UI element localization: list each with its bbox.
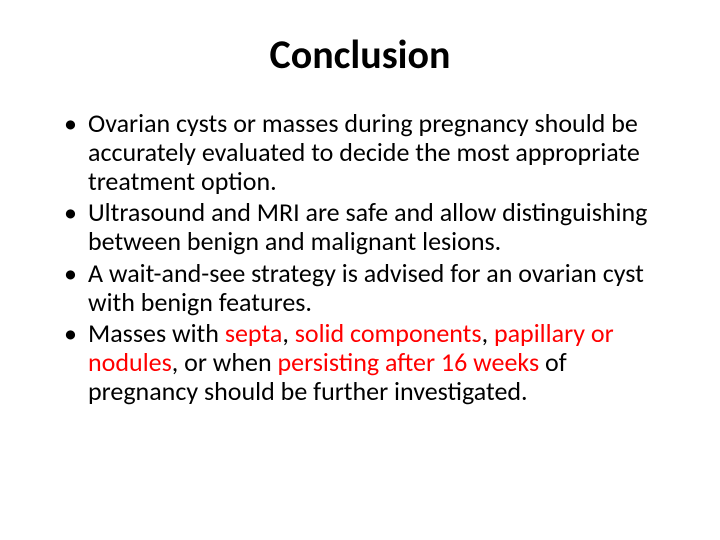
- bullet-text: A wait-and-see strategy is advised for a…: [88, 257, 644, 318]
- slide: Conclusion Ovarian cysts or masses durin…: [0, 0, 720, 540]
- bullet-item: A wait-and-see strategy is advised for a…: [60, 259, 660, 317]
- bullet-text: Ovarian cysts or masses during pregnancy…: [88, 107, 640, 197]
- bullet-text-highlight: solid components: [295, 317, 482, 349]
- bullet-item: Ovarian cysts or masses during pregnancy…: [60, 109, 660, 196]
- bullet-text: ,: [482, 317, 494, 349]
- bullet-item: Masses with septa, solid components, pap…: [60, 319, 660, 406]
- slide-title: Conclusion: [50, 30, 670, 79]
- bullet-list: Ovarian cysts or masses during pregnancy…: [50, 109, 670, 406]
- bullet-text: Ultrasound and MRI are safe and allow di…: [88, 196, 647, 257]
- bullet-item: Ultrasound and MRI are safe and allow di…: [60, 198, 660, 256]
- bullet-text: , or when: [172, 346, 278, 378]
- bullet-text: ,: [282, 317, 294, 349]
- bullet-text-highlight: septa: [225, 317, 283, 349]
- bullet-text-highlight: persisting after 16 weeks: [278, 346, 546, 378]
- bullet-text: Masses with: [88, 317, 225, 349]
